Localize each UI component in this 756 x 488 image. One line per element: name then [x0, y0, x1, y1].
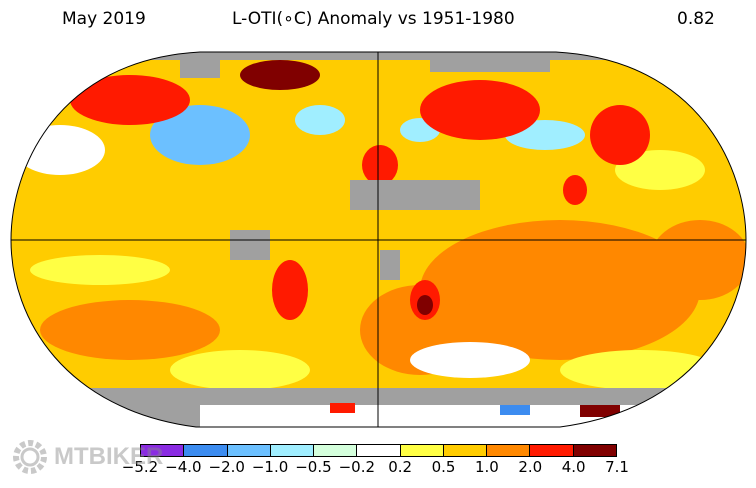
global-mean-anomaly: 0.82 [677, 9, 715, 29]
legend-swatch [443, 445, 488, 456]
map-field [11, 52, 746, 427]
watermark: MTBIKER [10, 437, 163, 477]
legend-tick-label: −0.5 [295, 458, 332, 476]
gear-logo-icon [13, 440, 47, 474]
map-border [10, 51, 747, 428]
legend-swatch [270, 445, 315, 456]
legend-swatch [141, 445, 185, 456]
legend-swatch [227, 445, 271, 456]
legend-tick-label: 0.5 [431, 458, 456, 476]
legend-swatch [400, 445, 444, 456]
legend-tick-label: 4.0 [561, 458, 586, 476]
watermark-text: MTBIKER [54, 443, 164, 470]
map-date: May 2019 [62, 9, 146, 29]
legend-tick-label: 2.0 [518, 458, 543, 476]
legend-tick-label: −5.2 [121, 458, 159, 476]
legend-swatch [314, 445, 358, 456]
legend-tick-label: 7.1 [605, 458, 629, 476]
legend-tick-label: 0.2 [388, 458, 413, 476]
legend-swatch [184, 445, 228, 456]
map-title: L-OTI(∘C) Anomaly vs 1951-1980 [232, 9, 515, 29]
legend-tick-label: −0.2 [338, 458, 376, 476]
legend-tick-label: 1.0 [474, 458, 499, 476]
legend-swatch [357, 445, 401, 456]
legend-swatch [530, 445, 574, 456]
legend-swatch [487, 445, 531, 456]
legend-tick-label: −2.0 [208, 458, 245, 476]
legend-tick-label: −4.0 [165, 458, 202, 476]
legend-swatch [573, 445, 616, 456]
color-scale-ticks: −5.2 −4.0 −2.0 −1.0 −0.5 −0.2 0.2 0.5 1.0 2.0 4.0 7… [122, 458, 629, 478]
legend-tick-label: −1.0 [251, 458, 289, 476]
color-scale-bar [140, 444, 617, 457]
